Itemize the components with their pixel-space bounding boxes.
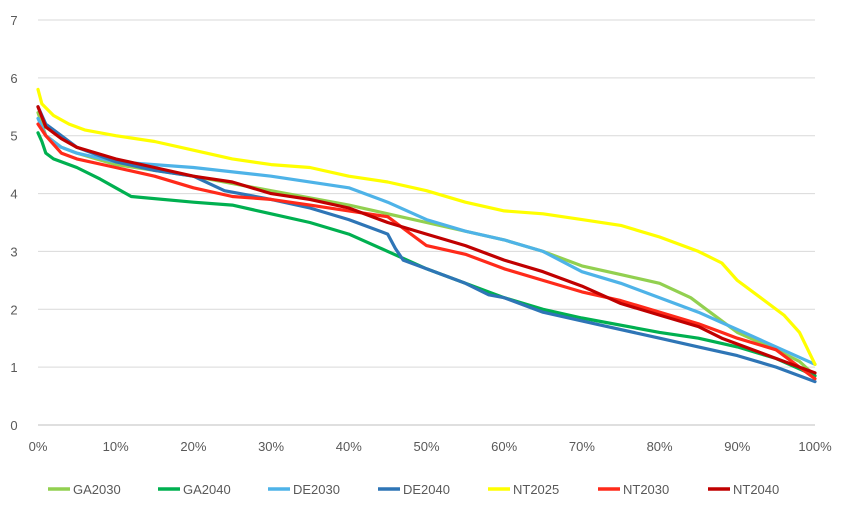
legend-label: DE2040 (403, 482, 450, 497)
series-line-nt2040 (36, 105, 817, 375)
x-tick-label: 0% (29, 439, 48, 454)
series-lines (36, 87, 817, 384)
y-tick-label: 7 (10, 13, 17, 28)
x-tick-label: 100% (798, 439, 832, 454)
series-line-nt2025 (36, 87, 817, 366)
y-tick-label: 1 (10, 360, 17, 375)
series-line-de2030 (36, 116, 817, 366)
x-tick-label: 10% (103, 439, 129, 454)
y-tick-label: 5 (10, 129, 17, 144)
x-tick-label: 50% (413, 439, 439, 454)
y-tick-label: 2 (10, 302, 17, 317)
legend-label: NT2040 (733, 482, 779, 497)
y-tick-label: 0 (10, 418, 17, 433)
y-tick-label: 4 (10, 187, 17, 202)
legend-label: GA2030 (73, 482, 121, 497)
series-line-nt2030 (36, 122, 817, 381)
y-tick-label: 6 (10, 71, 17, 86)
legend-label: DE2030 (293, 482, 340, 497)
legend-label: NT2030 (623, 482, 669, 497)
y-tick-label: 3 (10, 244, 17, 259)
legend: GA2030 GA2040 DE2030 DE2040 NT2025 NT2030 NT20… (48, 482, 779, 497)
gridlines (38, 19, 815, 426)
x-tick-label: 70% (569, 439, 595, 454)
y-axis-tick-labels: 0 1 2 3 4 5 6 7 (10, 13, 17, 433)
x-tick-label: 20% (180, 439, 206, 454)
series-line-de2040 (36, 105, 817, 384)
x-tick-label: 60% (491, 439, 517, 454)
x-tick-label: 40% (336, 439, 362, 454)
x-tick-label: 30% (258, 439, 284, 454)
legend-label: GA2040 (183, 482, 231, 497)
legend-label: NT2025 (513, 482, 559, 497)
x-tick-label: 90% (724, 439, 750, 454)
x-tick-label: 80% (647, 439, 673, 454)
series-line-ga2040 (36, 131, 817, 378)
x-axis-tick-labels: 0% 10% 20% 30% 40% 50% 60% 70% 80% 90% 100% (29, 439, 832, 454)
